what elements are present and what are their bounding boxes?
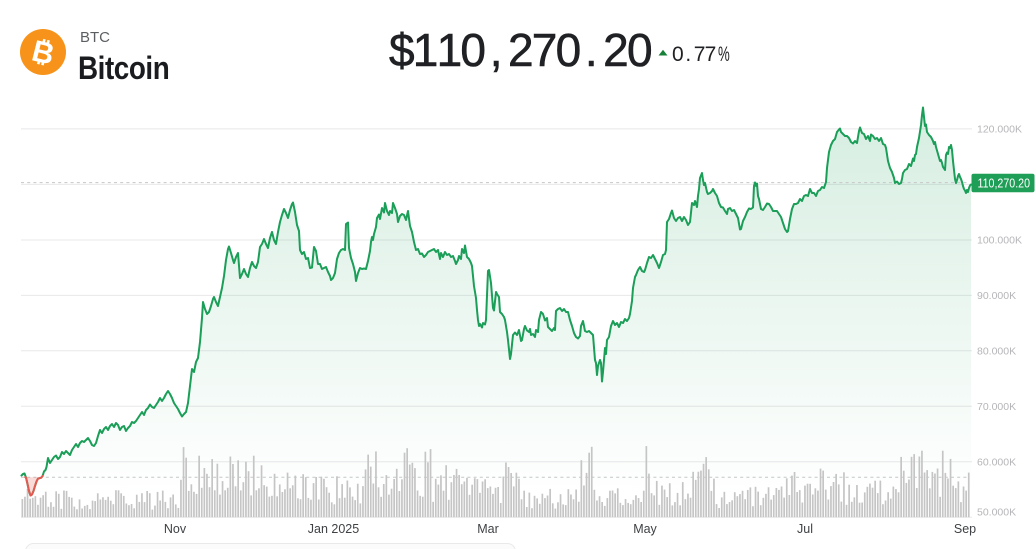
svg-text:50.000K: 50.000K	[977, 507, 1016, 519]
svg-text:Nov: Nov	[164, 522, 187, 536]
svg-text:May: May	[633, 522, 657, 536]
svg-text:70.000K: 70.000K	[977, 401, 1016, 413]
svg-text:Jan 2025: Jan 2025	[308, 522, 359, 536]
svg-text:110,270.20: 110,270.20	[978, 176, 1031, 190]
svg-text:90.000K: 90.000K	[977, 290, 1016, 302]
svg-text:60.000K: 60.000K	[977, 456, 1016, 468]
svg-text:100.000K: 100.000K	[977, 235, 1022, 247]
svg-text:80.000K: 80.000K	[977, 345, 1016, 357]
svg-text:Sep: Sep	[954, 522, 976, 536]
svg-text:Jul: Jul	[797, 522, 813, 536]
svg-text:Mar: Mar	[477, 522, 499, 536]
svg-text:120.000K: 120.000K	[977, 124, 1022, 136]
